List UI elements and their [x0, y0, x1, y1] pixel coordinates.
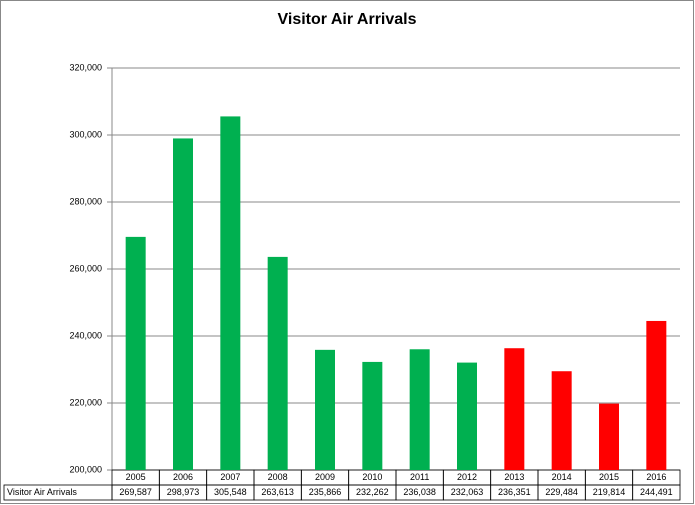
data-label: 232,063 — [451, 487, 484, 497]
x-tick-label: 2016 — [646, 472, 666, 482]
bar — [504, 348, 525, 470]
data-label: 263,613 — [261, 487, 294, 497]
y-tick-label: 240,000 — [69, 330, 102, 340]
bar — [551, 371, 572, 470]
bar — [409, 349, 430, 470]
bar — [362, 361, 383, 470]
y-tick-label: 200,000 — [69, 464, 102, 474]
data-label: 235,866 — [309, 487, 342, 497]
x-tick-label: 2006 — [173, 472, 193, 482]
y-tick-label: 320,000 — [69, 62, 102, 72]
y-tick-label: 260,000 — [69, 263, 102, 273]
x-tick-label: 2005 — [126, 472, 146, 482]
y-tick-label: 220,000 — [69, 397, 102, 407]
x-tick-label: 2013 — [504, 472, 524, 482]
bar — [267, 256, 288, 470]
x-tick-label: 2011 — [410, 472, 429, 482]
data-label: 269,587 — [119, 487, 152, 497]
data-label: 236,038 — [403, 487, 436, 497]
bar — [125, 236, 146, 470]
chart-title: Visitor Air Arrivals — [277, 11, 416, 28]
x-tick-label: 2009 — [315, 472, 335, 482]
bar — [315, 349, 335, 470]
data-label: 232,262 — [356, 487, 389, 497]
data-label: 305,548 — [214, 487, 247, 497]
bar — [173, 138, 193, 471]
bar — [599, 403, 619, 470]
x-tick-label: 2012 — [457, 472, 477, 482]
data-label: 229,484 — [545, 487, 578, 497]
y-tick-label: 300,000 — [69, 129, 102, 139]
x-tick-label: 2014 — [552, 472, 572, 482]
table-series-name: Visitor Air Arrivals — [7, 487, 77, 497]
x-tick-label: 2008 — [268, 472, 288, 482]
y-tick-label: 280,000 — [69, 196, 102, 206]
x-tick-label: 2007 — [220, 472, 240, 482]
data-label: 298,973 — [167, 487, 200, 497]
bar — [457, 362, 477, 470]
data-label: 219,814 — [593, 487, 626, 497]
x-tick-label: 2010 — [362, 472, 382, 482]
x-tick-label: 2015 — [599, 472, 619, 482]
bar — [220, 116, 241, 471]
data-label: 236,351 — [498, 487, 531, 497]
table-cell — [632, 484, 681, 501]
bar — [646, 320, 667, 470]
data-label: 244,491 — [640, 487, 673, 497]
